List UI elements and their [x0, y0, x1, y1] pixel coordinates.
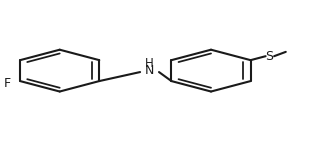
Text: N: N	[145, 64, 154, 77]
Text: H: H	[145, 57, 154, 70]
Text: S: S	[266, 50, 273, 63]
Text: F: F	[4, 77, 11, 90]
